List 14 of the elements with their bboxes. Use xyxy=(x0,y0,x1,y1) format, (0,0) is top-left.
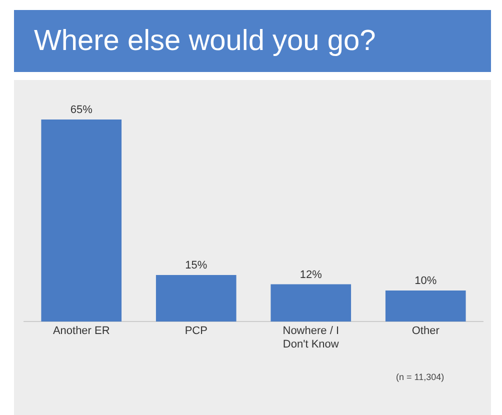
text: (n = 11,304) xyxy=(396,372,444,382)
x-tick-label: Another ER xyxy=(52,325,110,338)
bar xyxy=(385,290,466,322)
data-label: 15% xyxy=(185,260,208,272)
data-label: 65% xyxy=(70,104,93,116)
bar xyxy=(41,120,122,322)
x-tick-label: Nowhere / I Don't Know xyxy=(282,325,339,350)
x-tick-label: PCP xyxy=(184,325,208,338)
data-label: 12% xyxy=(300,268,322,281)
bar xyxy=(270,284,352,322)
chart-title: Where else would you go? xyxy=(14,10,491,72)
x-tick-label: Other xyxy=(412,325,440,338)
bar xyxy=(156,274,236,322)
data-label: 10% xyxy=(414,275,437,288)
